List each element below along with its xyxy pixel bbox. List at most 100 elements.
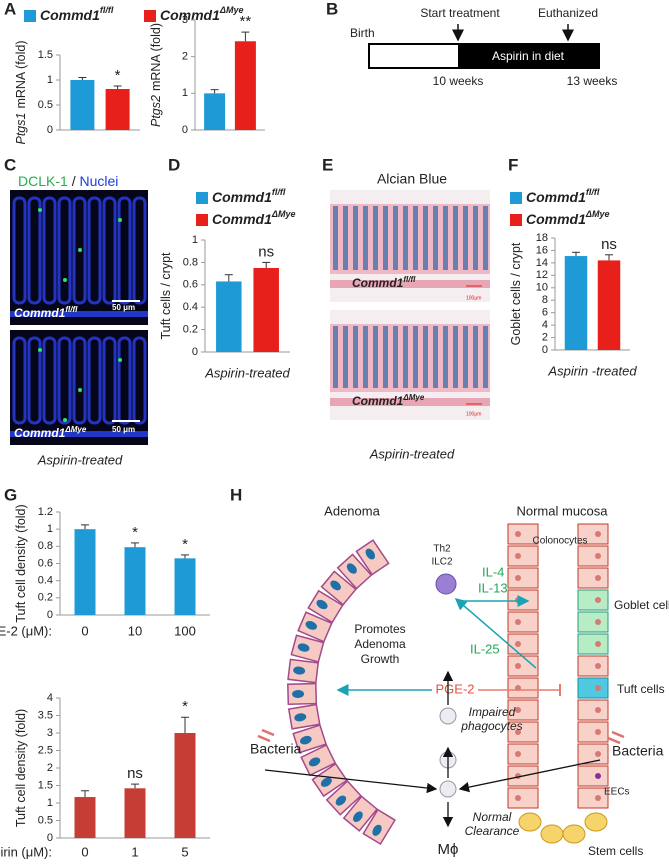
label: Euthanized xyxy=(538,6,598,20)
x-tick-label: 10 xyxy=(128,623,142,638)
label: Start treatment xyxy=(420,6,500,20)
y-tick-label: 2.5 xyxy=(38,744,53,756)
label: Mϕ xyxy=(438,841,459,858)
goblet-column xyxy=(333,326,338,388)
y-label-gene: Ptgs1 xyxy=(14,113,28,145)
label: Th2 xyxy=(433,544,451,555)
crypt-cell xyxy=(507,633,539,655)
y-tick-label: 4 xyxy=(47,692,53,704)
crypt-cell xyxy=(507,523,539,545)
crypt xyxy=(42,336,57,425)
y-tick-label: 0.8 xyxy=(38,540,53,552)
y-axis-label: Goblet cells / crypt xyxy=(509,242,523,345)
y-tick-label: 0 xyxy=(47,124,53,136)
adenoma-cell xyxy=(336,553,373,590)
y-label-text: Tuft cells / crypt xyxy=(159,252,173,340)
goblet-column xyxy=(433,326,438,388)
legend-name: Commd1 xyxy=(212,189,272,205)
nucleus xyxy=(595,685,601,691)
scale-label: 100μm xyxy=(466,295,481,301)
goblet-column xyxy=(383,326,388,388)
bar xyxy=(124,788,146,838)
label: Colonocytes xyxy=(532,536,587,547)
nucleus xyxy=(595,619,601,625)
panel-label: C xyxy=(4,155,16,174)
crypt xyxy=(132,336,147,425)
significance: ns xyxy=(127,765,143,782)
y-tick-label: 2 xyxy=(542,331,548,343)
legend-superscript: fl/fl xyxy=(100,5,114,15)
bar xyxy=(70,80,95,130)
label: Growth xyxy=(361,652,400,666)
nucleus xyxy=(292,690,305,699)
y-label-text: Tuft cell density (fold) xyxy=(14,504,28,622)
adenoma-cell xyxy=(342,795,379,832)
crypt xyxy=(27,196,42,305)
tuft-signal xyxy=(78,248,82,252)
nucleus xyxy=(595,531,601,537)
stem-cell xyxy=(518,812,542,832)
cytokine: IL-25 xyxy=(470,641,500,656)
adenoma-cell xyxy=(287,703,321,730)
nucleus xyxy=(515,729,521,735)
tuft-signal xyxy=(118,218,122,222)
mediator: PGE-2 xyxy=(435,681,474,696)
bar xyxy=(105,89,130,130)
nucleus xyxy=(515,531,521,537)
bacterium xyxy=(257,734,271,743)
stem-cell xyxy=(584,812,608,832)
label: Normal mucosa xyxy=(516,503,608,518)
label: ILC2 xyxy=(431,557,453,568)
goblet-column xyxy=(353,326,358,388)
legend-superscript: ΔMye xyxy=(219,5,244,15)
crypt-cell xyxy=(577,743,609,765)
nucleus xyxy=(595,641,601,647)
goblet-column xyxy=(413,206,418,270)
goblet-column xyxy=(423,206,428,270)
nucleus xyxy=(294,713,307,722)
nucleus xyxy=(335,795,347,806)
crypt-cell xyxy=(507,699,539,721)
nucleus xyxy=(595,707,601,713)
y-tick-label: 3 xyxy=(182,14,188,26)
bar xyxy=(124,547,146,615)
crypt xyxy=(102,336,117,425)
epithelium xyxy=(10,311,148,317)
crypt xyxy=(12,196,27,305)
caption: Aspirin-treated xyxy=(369,446,455,461)
legend-swatch xyxy=(196,192,208,204)
goblet-column xyxy=(453,326,458,388)
y-tick-label: 16 xyxy=(536,244,548,256)
tuft-signal xyxy=(78,388,82,392)
y-tick-label: 10 xyxy=(536,282,548,294)
nucleus xyxy=(595,773,601,779)
crypt-cell xyxy=(577,787,609,809)
y-tick-label: 0 xyxy=(192,346,198,358)
legend-label: Commd1ΔMye xyxy=(212,209,295,226)
y-tick-label: 0.5 xyxy=(38,814,53,826)
crypt-cell xyxy=(577,589,609,611)
caption: Aspirin-treated xyxy=(37,452,123,467)
goblet-column xyxy=(483,206,488,270)
y-axis-label: Ptgs2 mRNA (fold) xyxy=(149,23,163,127)
macrophage-cell xyxy=(439,707,457,725)
label: Aspirin in diet xyxy=(492,49,565,63)
bar xyxy=(216,281,242,352)
goblet-column xyxy=(433,206,438,270)
bacterium xyxy=(611,730,625,739)
crypt-cell xyxy=(577,545,609,567)
cell-diagram xyxy=(257,523,625,846)
tuft-signal xyxy=(63,418,67,422)
stem-cell xyxy=(562,824,586,844)
y-tick-label: 0.5 xyxy=(38,99,53,111)
goblet-column xyxy=(373,326,378,388)
y-tick-label: 0.6 xyxy=(183,279,198,291)
goblet-column xyxy=(393,326,398,388)
goblet-column xyxy=(473,326,478,388)
legend-swatch xyxy=(510,214,522,226)
muscularis xyxy=(330,280,490,288)
label: Impaired xyxy=(469,705,516,719)
goblet-column xyxy=(413,326,418,388)
bar xyxy=(174,733,196,838)
y-label-text: Goblet cells / crypt xyxy=(509,242,523,345)
